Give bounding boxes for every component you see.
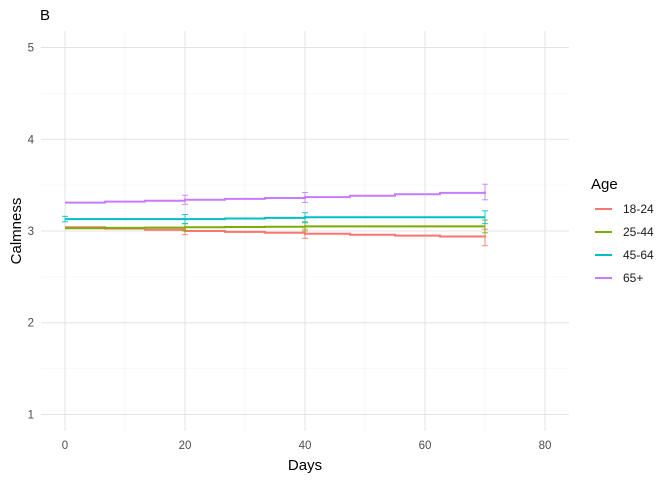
series-line [65,216,485,221]
gridlines [41,31,569,431]
series-25-44 [65,219,488,234]
series-65+ [65,183,488,205]
y-tick-label: 5 [28,43,34,55]
x-tick-label: 80 [539,440,552,452]
y-tick-label: 3 [28,226,34,238]
legend-label-45-64: 45-64 [623,248,654,262]
y-tick-label: 1 [28,409,34,421]
x-tick-label: 40 [299,440,312,452]
legend: Age 18-24 25-44 45-64 65+ [591,176,654,285]
panel-tag: B [40,7,50,24]
x-tick-label: 0 [62,440,68,452]
y-tick-label: 4 [28,134,35,146]
plot-series [62,183,488,247]
y-tick-label: 2 [28,318,34,330]
series-45-64 [62,210,488,225]
series-line [65,226,486,238]
y-axis-title: Calmness [8,198,25,265]
legend-title: Age [591,176,618,193]
axis-tick-labels: 0 20 40 60 80 1 2 3 4 5 [28,43,552,452]
x-axis-title: Days [288,457,322,474]
legend-label-65+: 65+ [623,271,643,285]
series-line [65,225,485,230]
legend-label-18-24: 18-24 [623,202,654,216]
legend-label-25-44: 25-44 [623,225,654,239]
series-line [65,191,486,204]
x-tick-label: 20 [179,440,192,452]
x-tick-label: 60 [419,440,432,452]
